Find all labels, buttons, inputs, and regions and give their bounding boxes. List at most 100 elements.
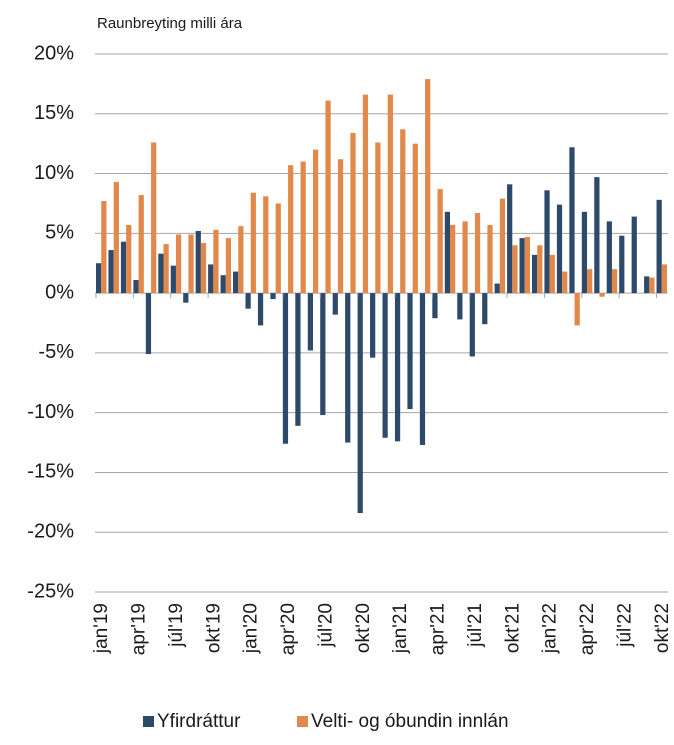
legend-swatch — [143, 716, 154, 727]
x-tick-label: okt'19 — [203, 603, 224, 653]
bar — [213, 229, 219, 294]
bar — [474, 213, 481, 294]
bar — [611, 269, 618, 294]
y-tick-label: 5% — [45, 222, 74, 244]
x-tick-label: jan'22 — [540, 603, 561, 654]
bar — [307, 293, 313, 351]
bar — [549, 254, 555, 294]
bar — [375, 142, 381, 294]
bar — [400, 129, 406, 294]
bar — [387, 94, 393, 294]
bar — [656, 199, 662, 294]
bar — [419, 293, 426, 445]
bar — [275, 203, 281, 294]
y-tick-label: -5% — [38, 341, 74, 363]
bar — [158, 253, 164, 294]
bar — [599, 293, 605, 297]
bar — [370, 293, 376, 358]
y-tick-label: -15% — [27, 461, 74, 483]
bar — [145, 293, 152, 355]
bar — [462, 221, 468, 294]
bar — [619, 235, 625, 294]
bar — [556, 204, 563, 294]
bar — [113, 181, 119, 294]
bar — [195, 230, 201, 294]
bar — [208, 264, 214, 294]
legend-label: Velti- og óbundin innlán — [311, 711, 509, 732]
bar — [225, 238, 232, 294]
bar — [524, 236, 530, 294]
bar — [512, 245, 518, 294]
x-tick-label: apr'19 — [129, 603, 150, 655]
bar — [250, 192, 256, 294]
bar — [345, 293, 351, 443]
x-tick-label: okt'22 — [652, 603, 673, 653]
bar — [569, 147, 575, 294]
y-tick-label: -20% — [27, 521, 74, 543]
bar — [661, 264, 668, 294]
chart-subtitle: Raunbreyting milli ára — [97, 15, 243, 32]
bar — [238, 226, 244, 294]
bar — [425, 79, 431, 294]
bar — [163, 244, 169, 294]
bar — [138, 195, 144, 294]
bar — [183, 293, 189, 303]
bar — [257, 293, 264, 326]
bar — [487, 224, 493, 294]
bar — [537, 245, 543, 294]
bar — [200, 242, 207, 294]
bar — [295, 293, 301, 426]
bar — [320, 293, 326, 416]
bar — [394, 293, 401, 442]
y-tick-label: -25% — [27, 580, 74, 602]
bar — [412, 143, 418, 294]
bar — [631, 216, 637, 294]
bar — [606, 221, 612, 294]
bar — [151, 142, 157, 294]
bar — [562, 271, 568, 294]
x-tick-label: apr'20 — [278, 603, 299, 655]
bar — [494, 283, 500, 294]
x-tick-label: júl'20 — [315, 603, 336, 648]
legend-swatch — [297, 716, 308, 727]
bar — [120, 241, 127, 294]
bar — [499, 198, 506, 294]
bar — [574, 293, 580, 326]
bar — [444, 211, 451, 294]
bar — [170, 265, 176, 294]
bar — [357, 293, 363, 514]
bar — [350, 132, 356, 294]
bar — [337, 159, 344, 294]
bar — [300, 161, 306, 294]
x-tick-label: jan'20 — [241, 603, 262, 654]
bar — [519, 238, 525, 294]
y-tick-label: 0% — [45, 281, 74, 303]
x-tick-label: júl'21 — [465, 603, 486, 648]
bar — [325, 100, 331, 294]
bar — [95, 263, 102, 294]
bar — [644, 276, 650, 294]
bar — [101, 201, 107, 294]
bar — [188, 234, 194, 294]
x-tick-label: okt'21 — [502, 603, 523, 653]
bar — [362, 94, 369, 294]
bar — [263, 196, 269, 294]
bar — [133, 279, 139, 294]
bar — [507, 184, 513, 294]
x-tick-label: júl'19 — [166, 603, 187, 648]
y-tick-label: 15% — [34, 102, 74, 124]
x-tick-label: apr'22 — [577, 603, 598, 655]
bar — [233, 271, 239, 294]
y-tick-label: 20% — [34, 42, 74, 64]
bar — [457, 293, 463, 320]
y-tick-label: -10% — [27, 401, 74, 423]
bar — [270, 293, 276, 300]
bar — [312, 149, 319, 294]
bar — [288, 165, 294, 294]
y-tick-label: 10% — [34, 162, 74, 184]
bar — [482, 293, 488, 325]
bar — [544, 190, 550, 294]
bar — [649, 277, 655, 294]
bar — [220, 275, 226, 294]
bar — [450, 224, 456, 294]
